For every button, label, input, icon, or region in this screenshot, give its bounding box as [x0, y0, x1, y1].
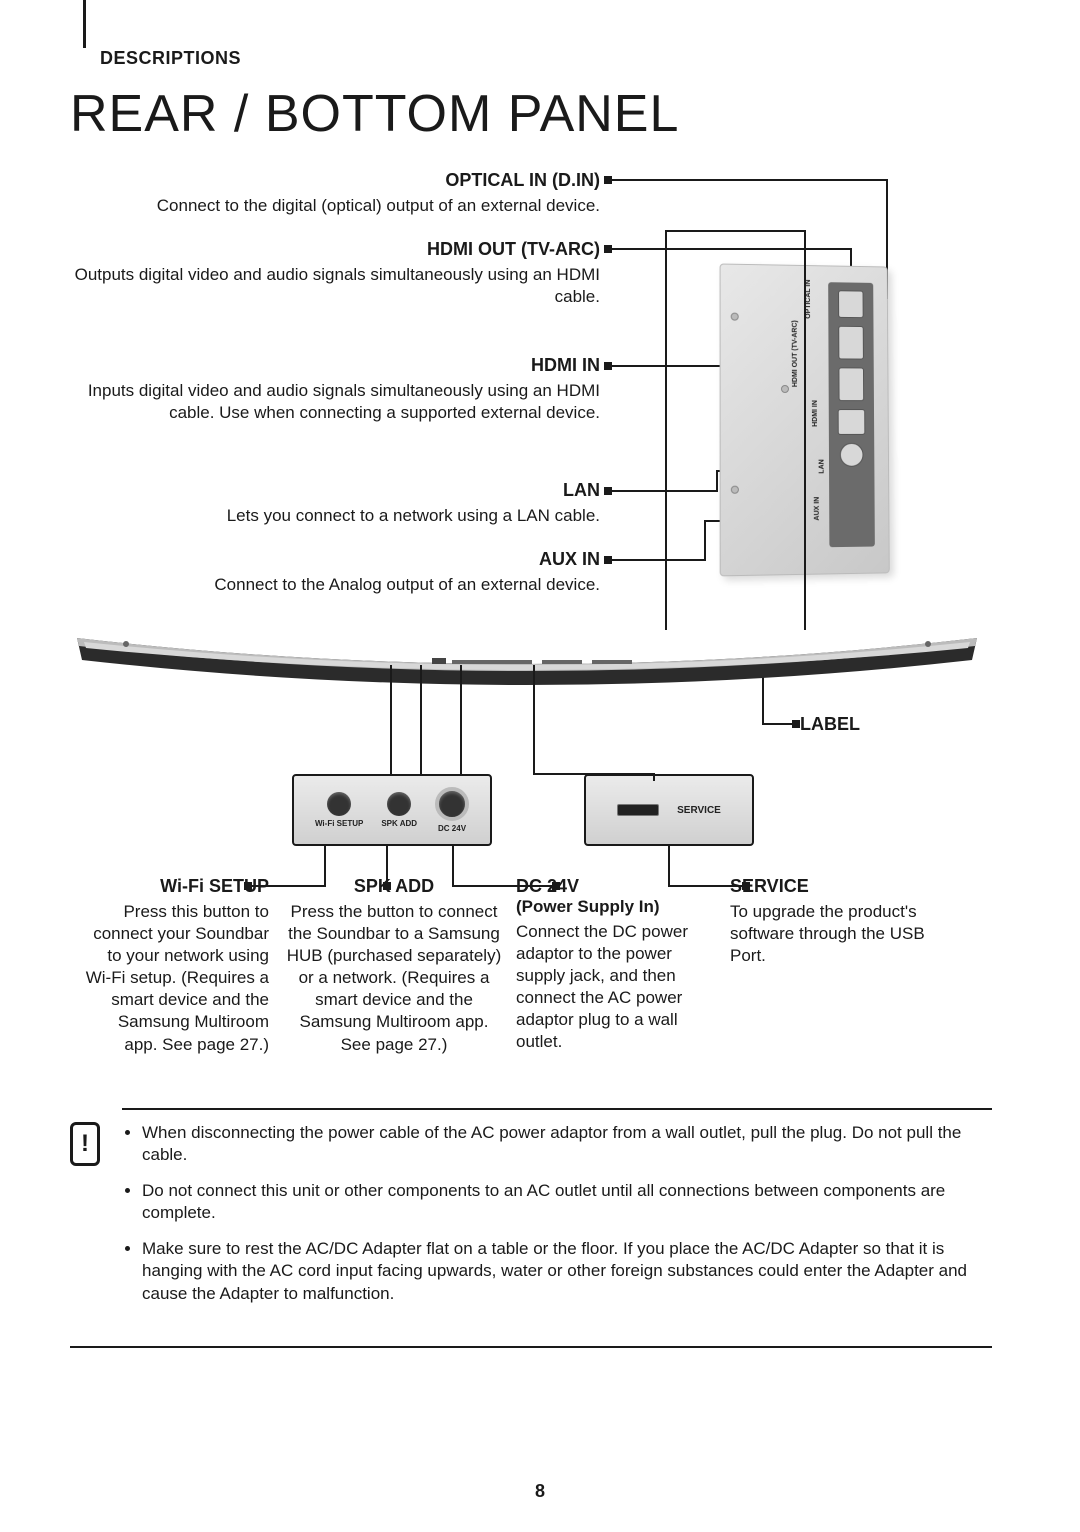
- port-desc-optical: Connect to the digital (optical) output …: [70, 195, 600, 217]
- leader-end: [604, 556, 612, 564]
- page-number: 8: [535, 1481, 545, 1502]
- bottom-detail-buttons: Wi-Fi SETUP SPK ADD DC 24V: [292, 774, 492, 846]
- panel-label-hdmi-in: HDMI IN: [812, 400, 819, 427]
- col-desc-service: To upgrade the product's software throug…: [730, 901, 950, 967]
- col-title-service: SERVICE: [730, 876, 950, 897]
- leader-line: [716, 470, 718, 492]
- horizontal-rule: [122, 1108, 992, 1110]
- leader-line: [533, 665, 535, 775]
- col-desc-spk: Press the button to connect the Soundbar…: [286, 901, 502, 1056]
- warning-item: Do not connect this unit or other compon…: [142, 1180, 992, 1224]
- screw-icon: [781, 385, 789, 393]
- col-desc-dc: Connect the DC power adaptor to the powe…: [516, 921, 706, 1054]
- col-spk: SPK ADD Press the button to connect the …: [286, 876, 502, 1056]
- leader-end: [604, 176, 612, 184]
- screw-icon: [731, 313, 739, 321]
- leader-line: [420, 665, 422, 775]
- service-port-icon: [617, 804, 659, 816]
- panel-label-optical: OPTICAL IN: [805, 280, 812, 319]
- port-title-hdmi-in: HDMI IN: [70, 355, 600, 376]
- soundbar-illustration: [72, 618, 982, 698]
- detail-label: SPK ADD: [381, 819, 417, 828]
- section-marker: [83, 0, 86, 48]
- port-strip: [828, 282, 875, 547]
- leader-line: [390, 665, 392, 775]
- leader-end: [604, 487, 612, 495]
- section-header: DESCRIPTIONS: [100, 48, 241, 69]
- port-title-hdmi-out: HDMI OUT (TV-ARC): [70, 239, 600, 260]
- col-dc: DC 24V (Power Supply In) Connect the DC …: [516, 876, 706, 1054]
- warning-item: When disconnecting the power cable of th…: [142, 1122, 992, 1166]
- panel-label-lan: LAN: [818, 459, 825, 473]
- dc-24v-jack-icon: DC 24V: [435, 787, 469, 833]
- leader-line: [704, 520, 706, 561]
- col-subtitle-dc: (Power Supply In): [516, 897, 706, 917]
- hdmi-out-jack-icon: [838, 326, 864, 360]
- port-title-optical: OPTICAL IN (D.IN): [70, 170, 600, 191]
- soundbar-icon: [72, 618, 982, 698]
- aux-jack-icon: [840, 443, 864, 467]
- col-title-dc: DC 24V: [516, 876, 706, 897]
- label-callout: LABEL: [800, 714, 860, 735]
- leader-line: [533, 773, 653, 775]
- leader-line: [608, 179, 888, 181]
- col-service: SERVICE To upgrade the product's softwar…: [730, 876, 950, 967]
- bottom-detail-service: SERVICE: [584, 774, 754, 846]
- port-optical: OPTICAL IN (D.IN) Connect to the digital…: [70, 170, 600, 217]
- page-title: REAR / BOTTOM PANEL: [70, 84, 679, 144]
- leader-line: [608, 365, 734, 367]
- port-title-lan: LAN: [70, 480, 600, 501]
- leader-line: [608, 559, 706, 561]
- col-wifi: Wi-Fi SETUP Press this button to connect…: [84, 876, 269, 1056]
- leader-line: [665, 230, 667, 630]
- optical-jack-icon: [838, 290, 864, 318]
- wifi-setup-button-icon: Wi-Fi SETUP: [315, 792, 363, 828]
- port-hdmi-out: HDMI OUT (TV-ARC) Outputs digital video …: [70, 239, 600, 308]
- port-desc-hdmi-out: Outputs digital video and audio signals …: [70, 264, 600, 308]
- leader-line: [653, 773, 655, 781]
- port-hdmi-in: HDMI IN Inputs digital video and audio s…: [70, 355, 600, 424]
- col-desc-wifi: Press this button to connect your Soundb…: [84, 901, 269, 1056]
- caution-icon: !: [70, 1122, 100, 1166]
- screw-icon: [731, 486, 739, 494]
- leader-line: [804, 230, 806, 630]
- warning-item: Make sure to rest the AC/DC Adapter flat…: [142, 1238, 992, 1304]
- spk-add-button-icon: SPK ADD: [381, 792, 417, 828]
- port-desc-aux: Connect to the Analog output of an exter…: [70, 574, 600, 596]
- port-lan: LAN Lets you connect to a network using …: [70, 480, 600, 527]
- detail-label: DC 24V: [438, 824, 466, 833]
- leader-line: [665, 230, 805, 232]
- port-aux: AUX IN Connect to the Analog output of a…: [70, 549, 600, 596]
- port-desc-hdmi-in: Inputs digital video and audio signals s…: [70, 380, 600, 424]
- leader-end: [604, 245, 612, 253]
- col-title-wifi: Wi-Fi SETUP: [84, 876, 269, 897]
- leader-line: [762, 723, 792, 725]
- horizontal-rule: [70, 1346, 992, 1348]
- manual-page: DESCRIPTIONS REAR / BOTTOM PANEL OPTICAL…: [0, 0, 1080, 1532]
- panel-label-aux: AUX IN: [814, 497, 821, 521]
- leader-line: [608, 490, 718, 492]
- port-title-aux: AUX IN: [70, 549, 600, 570]
- detail-label: SERVICE: [677, 805, 721, 816]
- leader-end: [604, 362, 612, 370]
- warning-list: When disconnecting the power cable of th…: [124, 1122, 992, 1319]
- detail-label: Wi-Fi SETUP: [315, 819, 363, 828]
- leader-line: [460, 665, 462, 775]
- lan-jack-icon: [838, 409, 866, 435]
- leader-line: [608, 248, 852, 250]
- col-title-spk: SPK ADD: [286, 876, 502, 897]
- port-desc-lan: Lets you connect to a network using a LA…: [70, 505, 600, 527]
- hdmi-in-jack-icon: [838, 367, 864, 401]
- panel-label-hdmi-out: HDMI OUT (TV-ARC): [792, 320, 799, 387]
- leader-end: [792, 720, 800, 728]
